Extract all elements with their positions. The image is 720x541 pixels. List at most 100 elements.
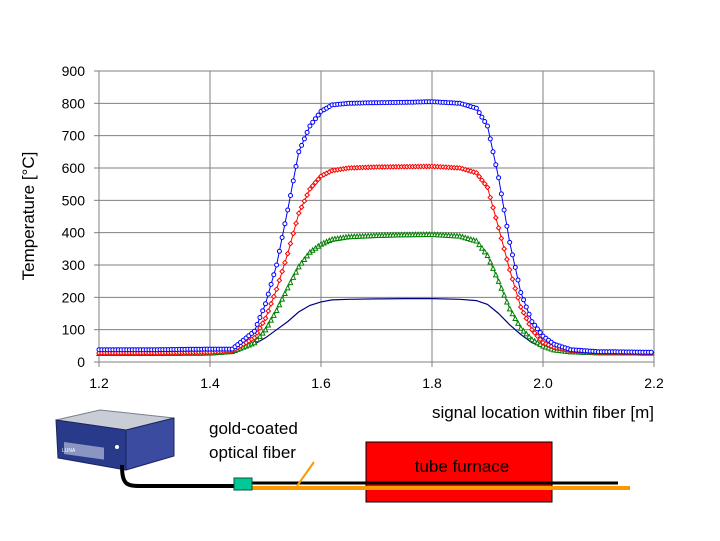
point-marker	[479, 177, 485, 184]
y-tick-label: 500	[62, 192, 86, 208]
point-marker	[276, 248, 282, 254]
point-marker	[290, 273, 297, 280]
point-marker	[537, 340, 544, 347]
point-marker	[251, 339, 258, 346]
point-marker	[287, 240, 294, 247]
y-tick-label: 400	[62, 225, 86, 241]
point-marker	[506, 305, 513, 312]
point-marker	[515, 319, 522, 326]
point-marker	[498, 284, 505, 291]
point-marker	[534, 339, 541, 346]
point-marker	[274, 262, 280, 268]
point-marker	[523, 304, 529, 310]
point-marker	[262, 315, 269, 322]
fiber-label-line1: gold-coated	[209, 419, 298, 438]
point-marker	[510, 252, 515, 258]
point-marker	[485, 123, 490, 129]
point-marker	[490, 204, 496, 211]
point-marker	[309, 182, 316, 189]
point-marker	[534, 326, 540, 332]
point-marker	[279, 268, 286, 275]
x-tick-label: 1.2	[89, 375, 109, 391]
point-marker	[298, 204, 305, 211]
point-marker	[531, 337, 538, 344]
point-marker	[492, 271, 499, 278]
point-marker	[512, 285, 519, 292]
point-marker	[259, 320, 266, 327]
point-marker	[290, 178, 296, 184]
device-button	[115, 445, 119, 449]
point-marker	[290, 230, 297, 237]
point-marker	[478, 244, 485, 251]
data-series	[95, 99, 655, 356]
point-marker	[498, 235, 505, 242]
point-marker	[273, 306, 280, 313]
point-marker	[495, 224, 502, 231]
point-marker	[473, 237, 480, 244]
point-marker	[284, 250, 291, 257]
point-marker	[271, 272, 277, 278]
point-marker	[529, 319, 535, 325]
point-marker	[498, 191, 504, 197]
point-marker	[285, 207, 291, 213]
point-marker	[304, 129, 310, 135]
point-marker	[487, 258, 494, 265]
point-marker	[257, 315, 263, 320]
point-marker	[509, 276, 516, 283]
point-marker	[531, 329, 538, 336]
point-marker	[515, 277, 521, 283]
tube-furnace	[365, 441, 553, 503]
y-tick-label: 900	[62, 63, 86, 79]
point-marker	[523, 330, 530, 337]
point-marker	[276, 277, 283, 284]
point-marker	[265, 308, 272, 314]
point-marker	[251, 328, 257, 334]
point-marker	[301, 256, 308, 263]
x-tick-label: 1.4	[200, 375, 220, 391]
point-marker	[501, 245, 508, 252]
point-marker	[293, 163, 299, 169]
point-marker	[307, 123, 313, 129]
point-marker	[270, 311, 277, 318]
point-marker	[476, 110, 482, 116]
point-marker	[476, 173, 483, 180]
y-tick-label: 800	[62, 95, 86, 111]
y-tick-labels: 0 100 200 300 400 500 600 700 800 900	[62, 63, 86, 370]
point-marker	[484, 184, 491, 191]
fiber-connector	[233, 477, 253, 491]
point-marker	[493, 162, 499, 168]
point-marker	[310, 119, 316, 125]
point-marker	[293, 268, 300, 275]
point-marker	[281, 289, 288, 296]
point-marker	[520, 309, 527, 316]
point-marker	[254, 321, 260, 327]
point-marker	[476, 241, 483, 248]
point-marker	[284, 284, 291, 291]
point-marker	[534, 333, 541, 340]
point-marker	[537, 336, 544, 343]
point-marker	[315, 112, 321, 118]
point-marker	[509, 310, 516, 317]
point-marker	[287, 279, 294, 286]
point-marker	[293, 220, 299, 227]
plot-area	[98, 70, 655, 363]
point-marker	[473, 105, 479, 111]
device-side	[125, 417, 175, 471]
point-marker	[490, 264, 497, 271]
point-marker	[523, 315, 530, 322]
point-marker	[521, 297, 527, 303]
point-marker	[268, 316, 275, 323]
point-marker	[481, 248, 488, 255]
point-marker	[295, 210, 302, 217]
furnace-label: tube furnace	[415, 457, 510, 476]
point-marker	[512, 315, 519, 322]
point-marker	[268, 281, 274, 287]
point-marker	[299, 142, 305, 148]
point-marker	[487, 136, 493, 142]
point-marker	[501, 207, 507, 213]
device-panel	[64, 441, 104, 460]
point-marker	[315, 176, 322, 183]
point-marker	[526, 311, 532, 317]
point-marker	[295, 263, 302, 270]
